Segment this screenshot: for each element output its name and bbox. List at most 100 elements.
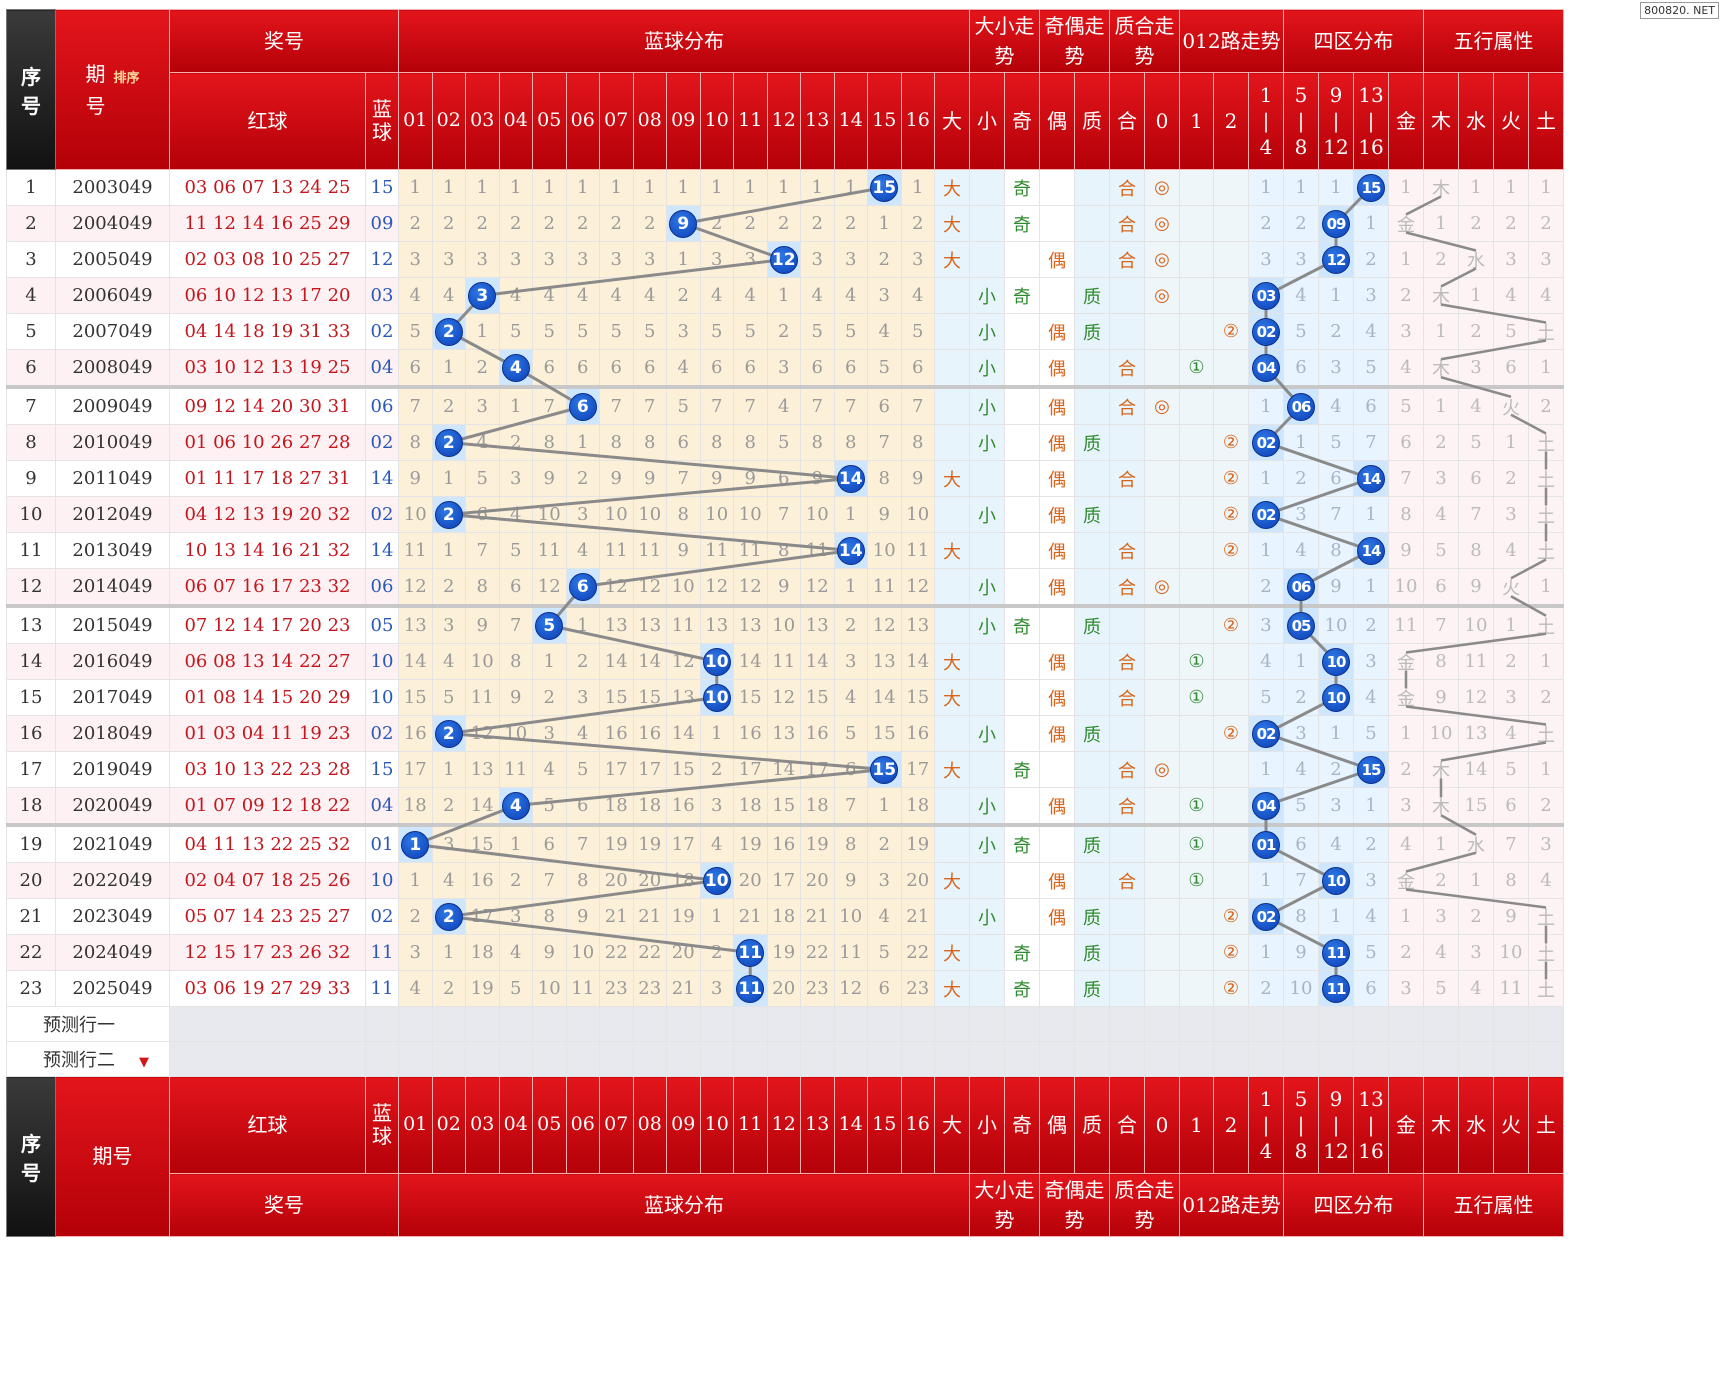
prediction-cell[interactable] bbox=[1458, 1041, 1494, 1077]
prediction-cell[interactable] bbox=[498, 1006, 533, 1042]
prediction-cell[interactable] bbox=[465, 1006, 500, 1042]
prediction-cell[interactable] bbox=[1353, 1006, 1389, 1042]
prediction-cell[interactable] bbox=[1283, 1006, 1319, 1042]
prediction-cell[interactable] bbox=[733, 1006, 768, 1042]
prediction-cell[interactable] bbox=[1004, 1006, 1040, 1042]
odd-even-header: 偶 bbox=[1039, 1076, 1075, 1174]
size-cell bbox=[934, 568, 970, 607]
zone-ball-marker: 04 bbox=[1252, 353, 1280, 382]
prediction-cell[interactable] bbox=[867, 1006, 902, 1042]
prediction-cell[interactable] bbox=[632, 1041, 667, 1077]
prediction-cell[interactable] bbox=[766, 1041, 801, 1077]
prediction-cell[interactable] bbox=[1458, 1006, 1494, 1042]
prediction-cell[interactable] bbox=[1179, 1041, 1214, 1077]
prediction-cell[interactable] bbox=[867, 1041, 902, 1077]
prediction-cell[interactable] bbox=[1144, 1041, 1180, 1077]
blue-ball-value: 06 bbox=[365, 385, 399, 425]
zone-cell: 02 bbox=[1248, 496, 1284, 533]
prediction-cell[interactable] bbox=[431, 1006, 466, 1042]
blue-number-header: 07 bbox=[599, 1076, 634, 1174]
prediction-cell[interactable] bbox=[1109, 1006, 1145, 1042]
prediction-cell[interactable] bbox=[666, 1041, 701, 1077]
zone-cell: 4 bbox=[1318, 385, 1354, 425]
prediction-cell[interactable] bbox=[365, 1041, 399, 1077]
prediction-cell[interactable] bbox=[398, 1006, 433, 1042]
prediction-cell[interactable] bbox=[800, 1006, 835, 1042]
blue-dist-cell: 2 bbox=[833, 604, 868, 644]
blue-ball-marker: 10 bbox=[702, 683, 731, 712]
table-row: 7 2009049 09 12 14 20 30 31 06 7 2 3 1 7 6 7 7 5 7 7 4 7… bbox=[6, 385, 1564, 425]
prediction-cell[interactable] bbox=[800, 1041, 835, 1077]
blue-dist-cell: 15 bbox=[867, 715, 902, 752]
prediction-cell[interactable] bbox=[1388, 1006, 1424, 1042]
prediction-cell[interactable] bbox=[1318, 1006, 1354, 1042]
down-arrow-icon[interactable]: ▼ bbox=[139, 1055, 149, 1070]
prediction-cell[interactable] bbox=[1004, 1041, 1040, 1077]
prediction-cell[interactable] bbox=[1353, 1041, 1389, 1077]
prediction-cell[interactable] bbox=[365, 1006, 399, 1042]
prediction-cell[interactable] bbox=[1493, 1041, 1529, 1077]
prediction-cell[interactable] bbox=[1283, 1041, 1319, 1077]
prediction-label[interactable]: 预测行一 bbox=[6, 1006, 170, 1042]
prediction-label[interactable]: 预测行二 ▼ bbox=[6, 1041, 170, 1077]
prediction-cell[interactable] bbox=[169, 1041, 366, 1077]
prediction-cell[interactable] bbox=[1318, 1041, 1354, 1077]
prediction-cell[interactable] bbox=[1179, 1006, 1214, 1042]
prediction-cell[interactable] bbox=[565, 1041, 600, 1077]
blue-dist-cell: 11 bbox=[398, 532, 433, 569]
blue-number-header: 03 bbox=[465, 72, 500, 170]
prediction-cell[interactable] bbox=[565, 1006, 600, 1042]
prediction-cell[interactable] bbox=[1423, 1006, 1459, 1042]
prediction-cell[interactable] bbox=[900, 1006, 935, 1042]
prediction-cell[interactable] bbox=[398, 1041, 433, 1077]
prediction-cell[interactable] bbox=[1528, 1041, 1564, 1077]
prediction-cell[interactable] bbox=[1493, 1006, 1529, 1042]
prediction-cell[interactable] bbox=[934, 1041, 970, 1077]
prediction-cell[interactable] bbox=[632, 1006, 667, 1042]
prediction-cell[interactable] bbox=[431, 1041, 466, 1077]
prediction-cell[interactable] bbox=[1213, 1041, 1249, 1077]
prediction-cell[interactable] bbox=[1039, 1041, 1075, 1077]
prediction-cell[interactable] bbox=[1144, 1006, 1180, 1042]
prediction-cell[interactable] bbox=[900, 1041, 935, 1077]
prediction-cell[interactable] bbox=[699, 1041, 734, 1077]
prediction-cell[interactable] bbox=[1074, 1006, 1110, 1042]
prediction-cell[interactable] bbox=[1248, 1006, 1284, 1042]
prediction-cell[interactable] bbox=[1213, 1006, 1249, 1042]
prediction-cell[interactable] bbox=[733, 1041, 768, 1077]
prediction-cell[interactable] bbox=[599, 1006, 634, 1042]
prediction-cell[interactable] bbox=[833, 1006, 868, 1042]
prime-composite-cell bbox=[1109, 277, 1145, 314]
blue-dist-cell: 2 bbox=[398, 205, 433, 242]
prediction-cell[interactable] bbox=[969, 1006, 1005, 1042]
prediction-cell[interactable] bbox=[532, 1041, 567, 1077]
blue-number-header: 04 bbox=[498, 1076, 533, 1174]
prediction-cell[interactable] bbox=[666, 1006, 701, 1042]
zone-cell: 06 bbox=[1283, 385, 1319, 425]
prediction-cell[interactable] bbox=[833, 1041, 868, 1077]
prediction-cell[interactable] bbox=[169, 1006, 366, 1042]
prediction-cell[interactable] bbox=[465, 1041, 500, 1077]
prediction-cell[interactable] bbox=[1248, 1041, 1284, 1077]
element-cell: 11 bbox=[1458, 643, 1494, 680]
element-cell: 金 bbox=[1388, 643, 1424, 680]
prediction-cell[interactable] bbox=[1388, 1041, 1424, 1077]
prediction-cell[interactable] bbox=[1528, 1006, 1564, 1042]
blue-ball-value: 04 bbox=[365, 787, 399, 826]
prediction-cell[interactable] bbox=[699, 1006, 734, 1042]
sort-button[interactable]: 排序 bbox=[113, 71, 140, 87]
prediction-cell[interactable] bbox=[1109, 1041, 1145, 1077]
prediction-cell[interactable] bbox=[532, 1006, 567, 1042]
prediction-cell[interactable] bbox=[766, 1006, 801, 1042]
prediction-cell[interactable] bbox=[969, 1041, 1005, 1077]
prediction-row[interactable]: 预测行二 ▼ bbox=[6, 1041, 1564, 1077]
prediction-cell[interactable] bbox=[599, 1041, 634, 1077]
prediction-cell[interactable] bbox=[1074, 1041, 1110, 1077]
prediction-cell[interactable] bbox=[498, 1041, 533, 1077]
element-cell: 2 bbox=[1528, 679, 1564, 716]
prediction-cell[interactable] bbox=[1039, 1006, 1075, 1042]
prediction-cell[interactable] bbox=[1423, 1041, 1459, 1077]
blue-dist-cell: 5 bbox=[900, 313, 935, 350]
prediction-cell[interactable] bbox=[934, 1006, 970, 1042]
prediction-row[interactable]: 预测行一 bbox=[6, 1006, 1564, 1042]
